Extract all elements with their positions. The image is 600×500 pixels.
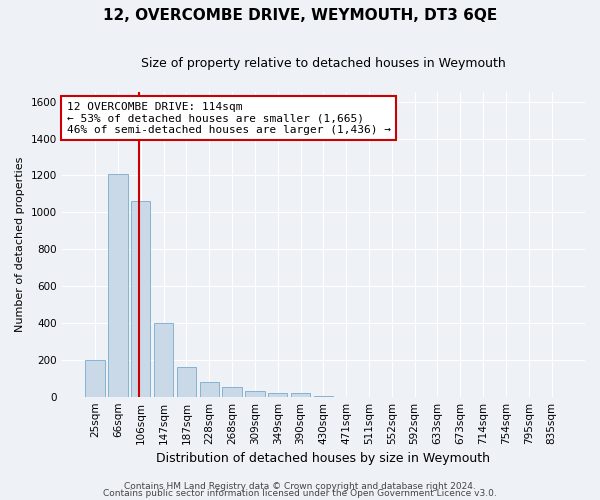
Bar <box>268 393 287 396</box>
Bar <box>291 393 310 396</box>
Bar <box>245 391 265 396</box>
Text: Contains public sector information licensed under the Open Government Licence v3: Contains public sector information licen… <box>103 490 497 498</box>
Bar <box>177 367 196 396</box>
Bar <box>154 323 173 396</box>
Y-axis label: Number of detached properties: Number of detached properties <box>15 157 25 332</box>
Bar <box>85 360 105 397</box>
Bar <box>223 388 242 396</box>
Bar <box>200 382 219 396</box>
Bar <box>108 174 128 396</box>
Title: Size of property relative to detached houses in Weymouth: Size of property relative to detached ho… <box>141 58 506 70</box>
X-axis label: Distribution of detached houses by size in Weymouth: Distribution of detached houses by size … <box>157 452 490 465</box>
Text: 12 OVERCOMBE DRIVE: 114sqm
← 53% of detached houses are smaller (1,665)
46% of s: 12 OVERCOMBE DRIVE: 114sqm ← 53% of deta… <box>67 102 391 135</box>
Bar <box>131 202 151 396</box>
Text: 12, OVERCOMBE DRIVE, WEYMOUTH, DT3 6QE: 12, OVERCOMBE DRIVE, WEYMOUTH, DT3 6QE <box>103 8 497 22</box>
Text: Contains HM Land Registry data © Crown copyright and database right 2024.: Contains HM Land Registry data © Crown c… <box>124 482 476 491</box>
